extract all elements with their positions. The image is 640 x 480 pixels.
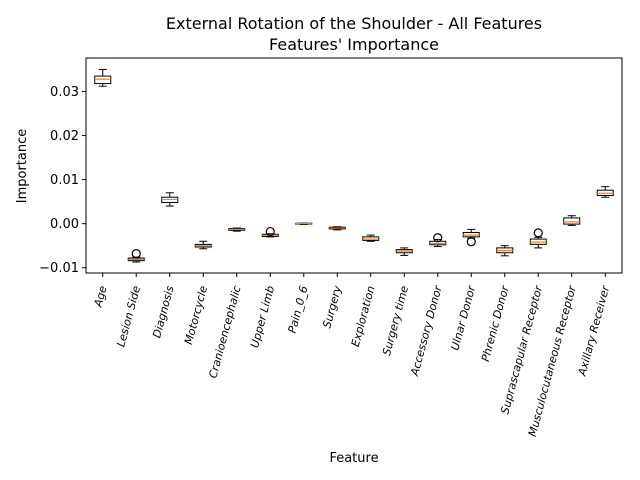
y-tick-label: −0.01	[39, 261, 79, 276]
x-tick-label: Lesion Side	[114, 284, 143, 348]
x-tick-label: Surgery	[320, 284, 344, 330]
box-iqr	[94, 75, 112, 85]
box-outlier	[433, 233, 443, 243]
plot-area: −0.01 0.00 0.01 0.02 0.03 Age Lesion Side Diagn…	[39, 68, 614, 438]
x-tick-label: Cranioencephalic	[206, 284, 243, 379]
x-axis-label: Feature	[329, 451, 378, 466]
y-tick-label: 0.03	[50, 85, 79, 100]
chart-subtitle: Features' Importance	[269, 35, 439, 54]
x-tick-label: Upper Limb	[248, 284, 277, 349]
x-tick-label: Pain_0_6	[286, 284, 311, 334]
x-tick-label: Accessory Donor	[408, 283, 445, 378]
x-tick-label: Surgery time	[380, 284, 411, 357]
chart-title: External Rotation of the Shoulder - All …	[166, 14, 542, 33]
y-tick-label: 0.01	[50, 173, 79, 188]
x-tick-label: Age	[91, 284, 109, 309]
y-tick-label: 0.00	[50, 217, 79, 232]
box-iqr	[563, 217, 581, 225]
x-tick-label: Ulnar Donor	[448, 283, 478, 352]
x-tick-label: Phrenic Donor	[479, 283, 512, 363]
box-outlier	[533, 228, 543, 238]
box-outlier	[265, 226, 275, 237]
x-tick-label: Motorcycle	[182, 284, 210, 346]
axes-frame	[85, 57, 623, 274]
box-outlier	[466, 237, 476, 247]
y-tick-label: 0.02	[50, 129, 79, 144]
y-axis-label: Importance	[15, 129, 30, 204]
x-tick-label: Axillary Receiver	[575, 283, 612, 378]
x-tick-label: Exploration	[349, 284, 378, 348]
box-outlier	[131, 249, 141, 259]
x-tick-label: Diagnosis	[150, 284, 176, 339]
